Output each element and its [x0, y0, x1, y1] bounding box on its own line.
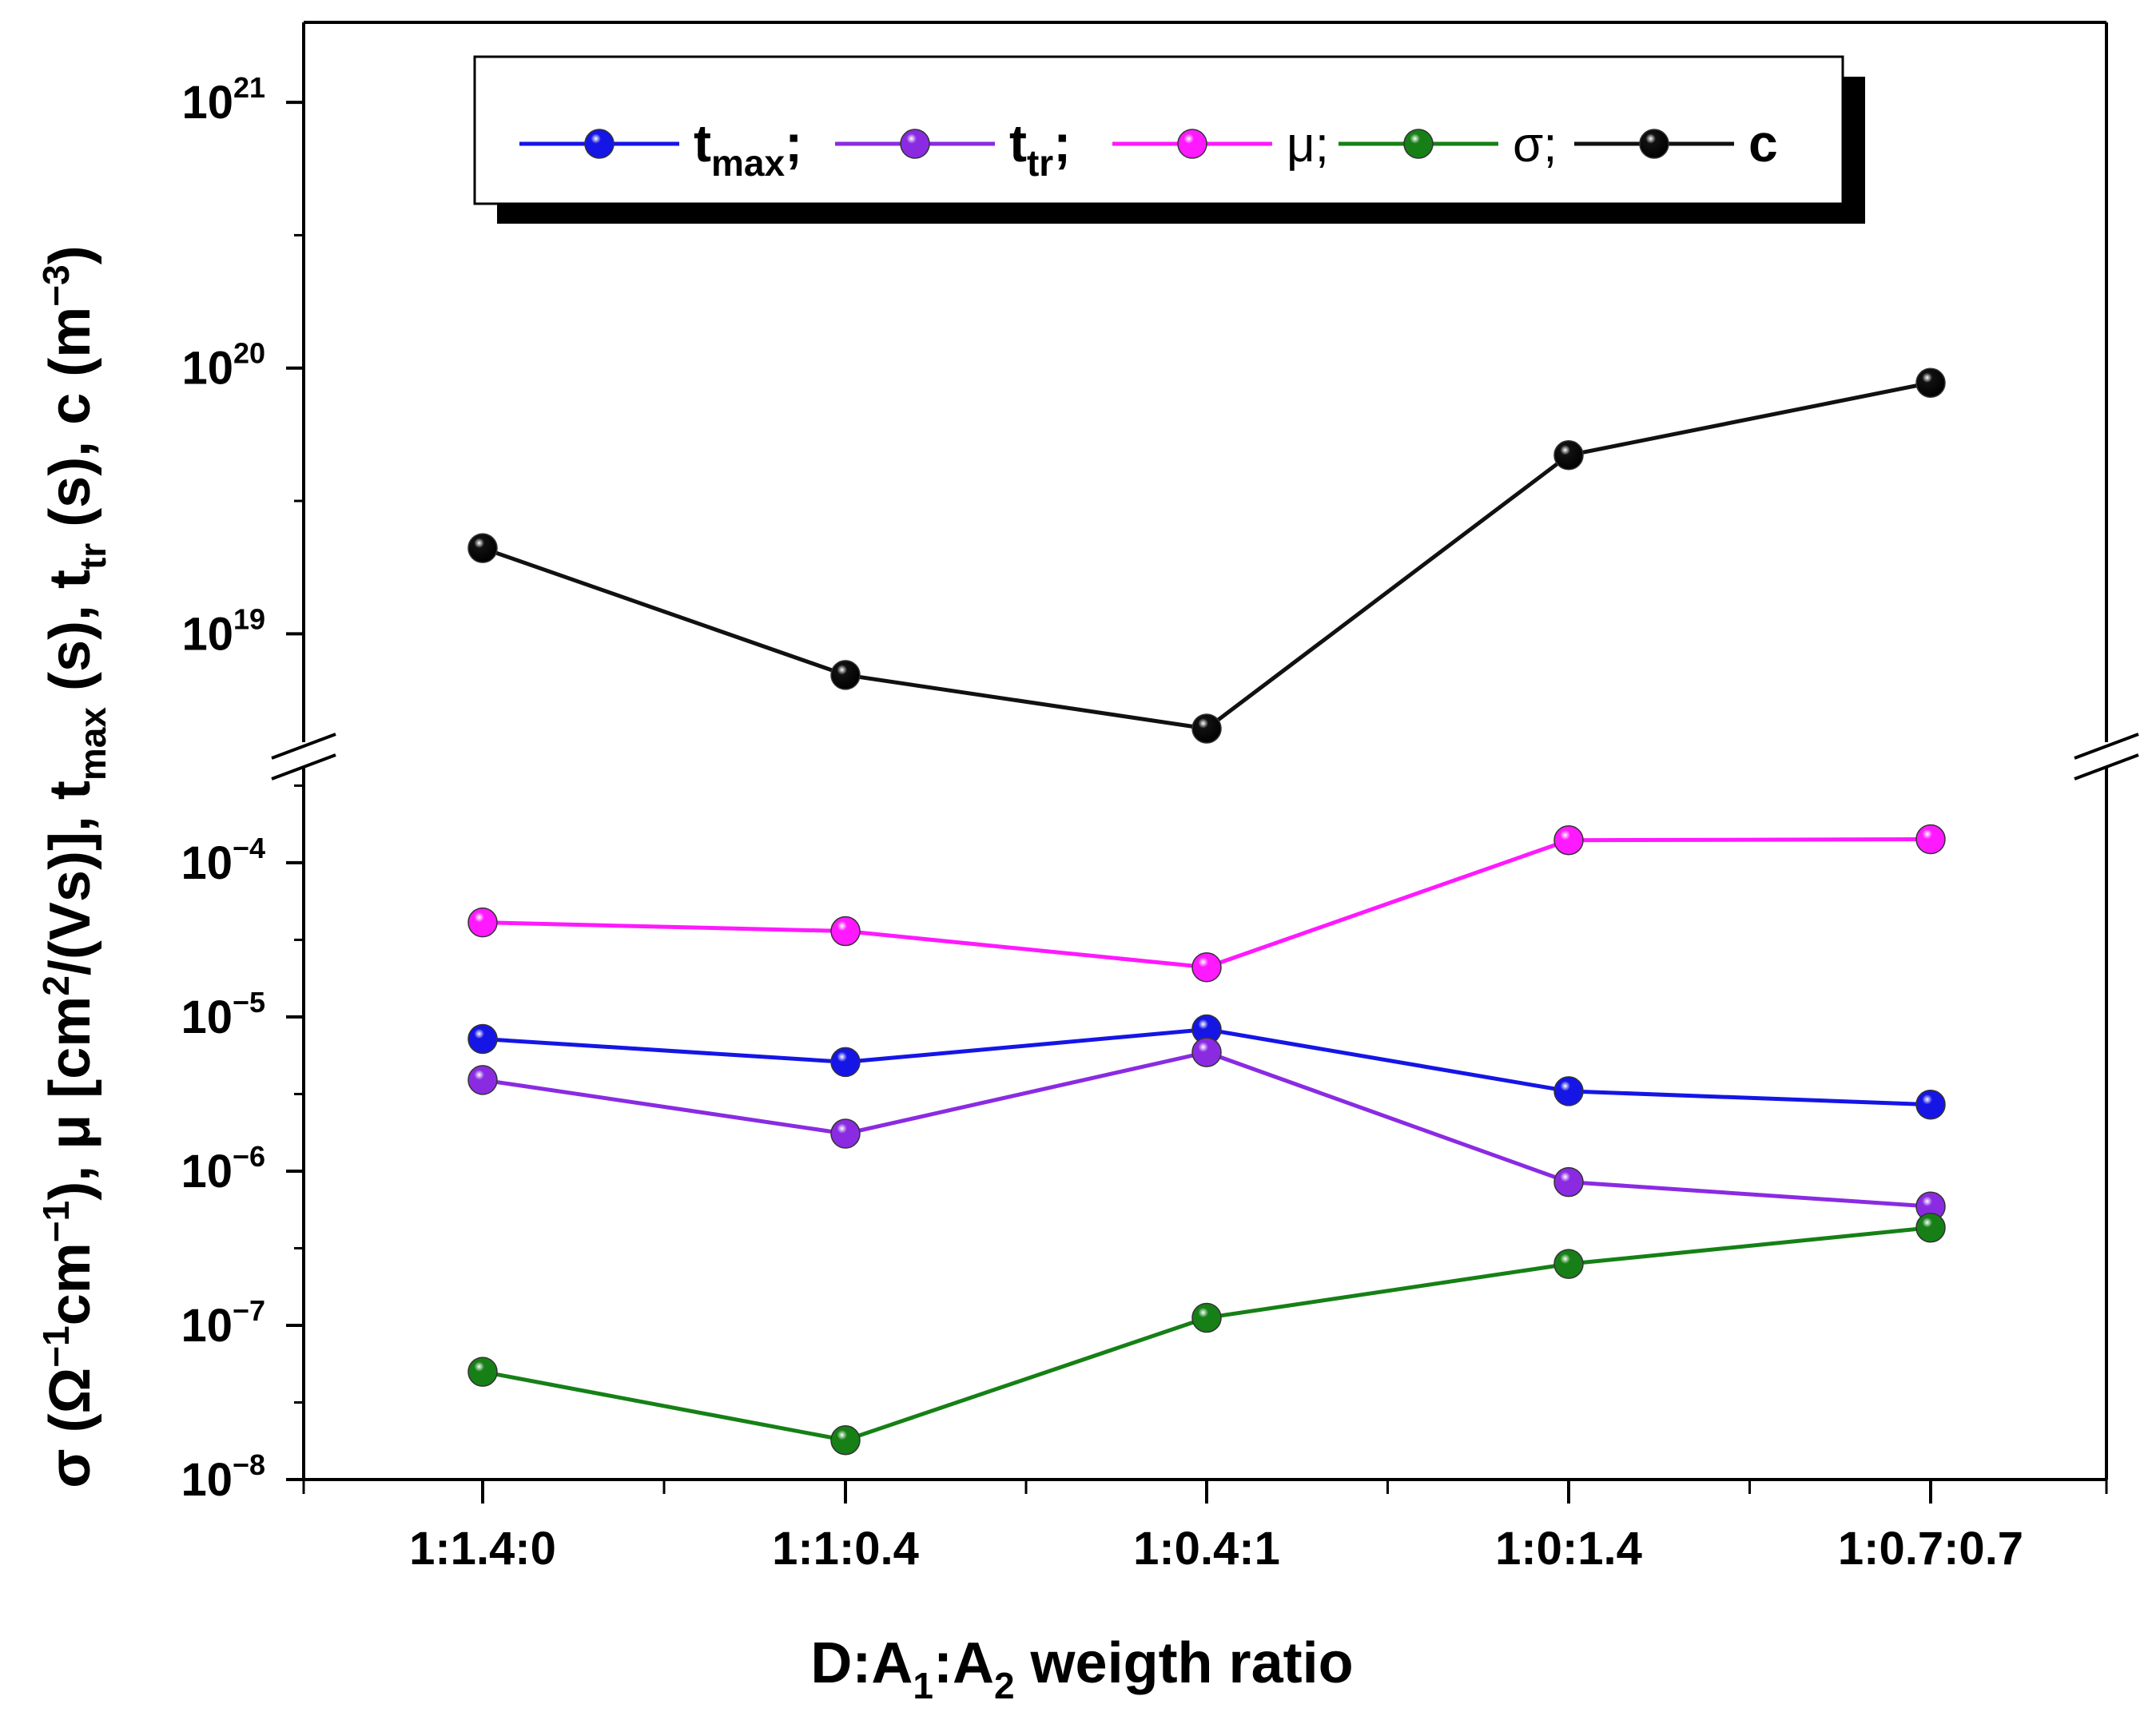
- x-axis-title: D:A1:A2 weigth ratio: [810, 1631, 1353, 1706]
- axis-break-right-upper: [2074, 733, 2139, 760]
- legend-item-sigma: σ;: [1339, 117, 1557, 173]
- series-line-ttr: [482, 1050, 1931, 1209]
- point-sigma: [1191, 1302, 1222, 1333]
- y-axis: 10−8 10−7 10−6 10−5 10−4 1019 1020 1021: [181, 71, 304, 1506]
- point-mu: [830, 916, 861, 947]
- lower-tick-label: 10−8: [181, 1448, 265, 1506]
- legend-marker-ttr: [900, 129, 930, 159]
- legend-marker-mu: [1177, 129, 1207, 159]
- axis-break-left-lower: [271, 753, 336, 781]
- point-tmax: [467, 1023, 498, 1055]
- point-c: [1553, 440, 1584, 471]
- point-c: [467, 533, 498, 563]
- lower-tick-label: 10−5: [181, 986, 265, 1043]
- legend-marker-c: [1639, 129, 1669, 159]
- point-sigma: [1915, 1212, 1946, 1243]
- y-axis-title: σ (Ω−1cm−1), μ [cm2/(Vs)], tmax (s), ttr…: [35, 245, 113, 1488]
- legend-marker-tmax: [584, 129, 615, 159]
- plot-frame: [271, 21, 2139, 1481]
- series-line-sigma: [482, 1225, 1931, 1443]
- point-c: [1915, 367, 1946, 398]
- point-tmax: [1553, 1076, 1584, 1106]
- lower-tick-label: 10−4: [181, 832, 265, 889]
- point-tmax: [1915, 1089, 1946, 1120]
- x-axis: 1:1.4:0 1:1:0.4 1:0.4:1 1:0:1.4 1:0.7:0.7: [302, 1480, 2108, 1575]
- legend-marker-sigma: [1403, 129, 1434, 159]
- x-tick-label: 1:0:1.4: [1495, 1523, 1642, 1575]
- upper-tick-label: 1019: [181, 602, 265, 660]
- point-mu: [1915, 824, 1946, 855]
- point-mu: [1191, 951, 1222, 983]
- legend-item-mu: μ;: [1112, 117, 1329, 173]
- legend-label-ttr: ttr;: [1009, 113, 1071, 184]
- lower-tick-label: 10−7: [181, 1294, 265, 1352]
- point-ttr: [1191, 1037, 1222, 1067]
- point-sigma: [467, 1357, 498, 1387]
- upper-tick-label: 1021: [181, 71, 265, 129]
- point-ttr: [1553, 1166, 1584, 1198]
- x-tick-label: 1:1:0.4: [772, 1523, 919, 1575]
- point-ttr: [467, 1065, 498, 1095]
- axis-break-left-upper: [271, 733, 336, 760]
- point-c: [1191, 713, 1222, 744]
- point-sigma: [1553, 1249, 1584, 1279]
- legend-item-c: c: [1574, 113, 1778, 173]
- upper-tick-label: 1020: [181, 337, 265, 395]
- axis-break-right-lower: [2074, 753, 2139, 781]
- legend-label-c: c: [1748, 113, 1778, 173]
- point-ttr: [830, 1118, 861, 1149]
- x-tick-label: 1:1.4:0: [409, 1523, 556, 1575]
- legend-item-ttr: ttr;: [835, 113, 1071, 184]
- legend-item-tmax: tmax;: [519, 113, 802, 184]
- x-tick-label: 1:0.4:1: [1133, 1523, 1280, 1575]
- series-line-c: [482, 380, 1931, 731]
- legend-label-mu: μ;: [1287, 117, 1329, 173]
- legend: tmax; ttr; μ; σ; c: [473, 55, 1865, 224]
- legend-label-tmax: tmax;: [694, 113, 802, 184]
- point-c: [830, 660, 861, 690]
- point-tmax: [830, 1047, 861, 1078]
- lower-tick-label: 10−6: [181, 1140, 265, 1198]
- point-mu: [1553, 824, 1584, 856]
- x-tick-label: 1:0.7:0.7: [1838, 1523, 2023, 1575]
- legend-box: [473, 55, 1844, 205]
- series-layer: [467, 367, 1946, 1456]
- series-line-mu: [482, 837, 1931, 970]
- point-mu: [467, 907, 498, 938]
- legend-label-sigma: σ;: [1513, 117, 1557, 173]
- point-sigma: [830, 1424, 861, 1456]
